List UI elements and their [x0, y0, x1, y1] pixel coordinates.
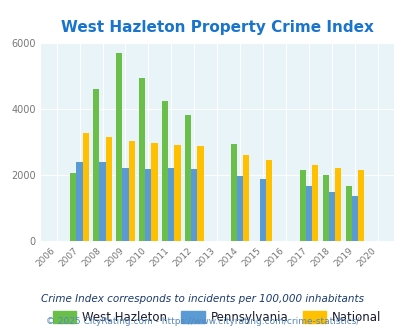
Bar [299, 170, 305, 241]
Bar [122, 168, 128, 241]
Bar [93, 89, 99, 241]
Bar [191, 169, 197, 241]
Bar [83, 133, 89, 241]
Bar [311, 165, 318, 241]
Title: West Hazleton Property Crime Index: West Hazleton Property Crime Index [61, 20, 373, 35]
Bar [139, 78, 145, 241]
Bar [145, 169, 151, 241]
Bar [334, 168, 340, 241]
Bar [259, 179, 266, 241]
Bar [151, 143, 157, 241]
Bar [70, 173, 76, 241]
Bar [328, 192, 334, 241]
Bar [174, 145, 180, 241]
Bar [105, 137, 111, 241]
Text: Crime Index corresponds to incidents per 100,000 inhabitants: Crime Index corresponds to incidents per… [41, 294, 364, 304]
Bar [162, 101, 168, 241]
Legend: West Hazleton, Pennsylvania, National: West Hazleton, Pennsylvania, National [48, 306, 386, 329]
Bar [128, 141, 134, 241]
Bar [351, 196, 357, 241]
Bar [116, 53, 122, 241]
Bar [168, 168, 174, 241]
Bar [243, 155, 249, 241]
Bar [185, 115, 191, 241]
Bar [266, 160, 272, 241]
Bar [230, 144, 237, 241]
Bar [345, 186, 351, 241]
Bar [305, 186, 311, 241]
Bar [237, 176, 243, 241]
Text: © 2025 CityRating.com - https://www.cityrating.com/crime-statistics/: © 2025 CityRating.com - https://www.city… [46, 317, 359, 326]
Bar [99, 162, 105, 241]
Bar [357, 170, 363, 241]
Bar [197, 146, 203, 241]
Bar [76, 162, 83, 241]
Bar [322, 175, 328, 241]
